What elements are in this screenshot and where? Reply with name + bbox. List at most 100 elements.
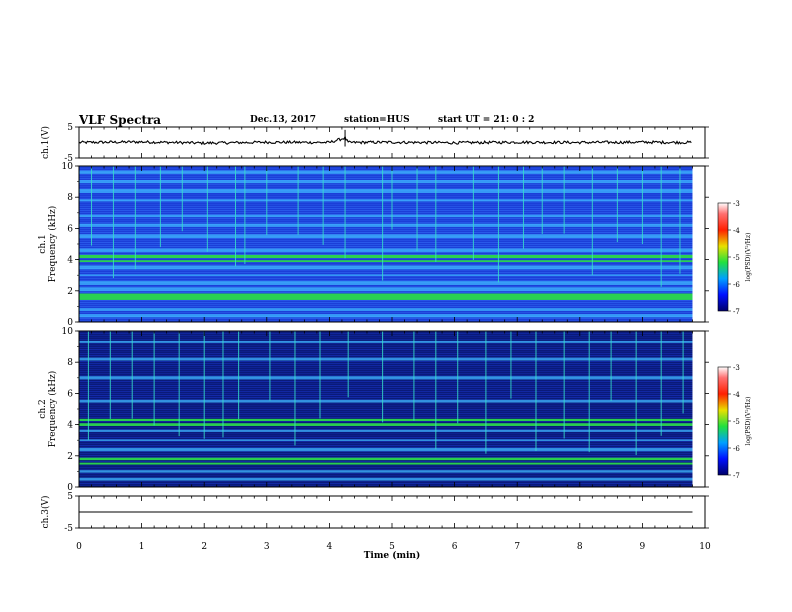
date-label: Dec.13, 2017 — [250, 115, 316, 125]
ch1-waveform-line — [78, 135, 692, 146]
spectrogram-row — [79, 258, 693, 259]
spectrogram-row — [79, 228, 693, 229]
spectrogram-row — [79, 393, 693, 394]
colorbar-tick-label: -5 — [733, 254, 740, 262]
spectrogram-row — [79, 292, 693, 293]
spectrogram-row — [79, 306, 693, 307]
spectrogram-row — [79, 176, 693, 177]
spectrogram-row — [79, 333, 693, 334]
spectrogram-row — [79, 304, 693, 305]
spectrogram-row — [79, 403, 693, 404]
x-tick-label: 10 — [699, 542, 711, 552]
y-tick-label: 4 — [67, 421, 73, 431]
spectrogram-row — [79, 409, 693, 410]
2-y-axis-label: Frequency (kHz) — [47, 206, 58, 283]
frequency-band — [79, 274, 693, 276]
4-y-axis-label: ch.3(V) — [40, 496, 51, 529]
spectrogram-row — [79, 389, 693, 390]
frequency-band — [79, 180, 693, 184]
station-label: station=HUS — [344, 115, 410, 125]
spectrogram-row — [79, 286, 693, 287]
station-prefix: station= — [344, 115, 387, 125]
spectrogram-row — [79, 411, 693, 412]
spectrogram-background — [79, 331, 693, 487]
spectrogram-row — [79, 184, 693, 185]
x-tick-label: 4 — [327, 542, 333, 552]
spectrogram-row — [79, 214, 693, 215]
spectrogram-row — [79, 220, 693, 221]
spectrogram-row — [79, 483, 693, 484]
spectrogram-row — [79, 320, 693, 321]
spectrogram-row — [79, 395, 693, 396]
spectrogram-row — [79, 369, 693, 370]
x-tick-label: 5 — [389, 542, 395, 552]
colorbar-tick-label: -6 — [733, 445, 740, 453]
spectrogram-row — [79, 461, 693, 462]
1-y-axis-label: ch.1(V) — [40, 126, 51, 159]
2-y-axis-label: ch.1 — [38, 234, 48, 253]
spectrogram-row — [79, 373, 693, 374]
spectrogram-row — [79, 397, 693, 398]
colorbar-1: -3 -4 -5 -6 -7 log(PSD)(V²/Hz) — [717, 200, 752, 316]
x-tick-label: 7 — [514, 542, 520, 552]
frequency-band — [79, 170, 693, 174]
spectrogram-row — [79, 244, 693, 245]
spectrogram-row — [79, 421, 693, 422]
spectrogram-row — [79, 278, 693, 279]
frequency-band — [79, 308, 693, 311]
frequency-band — [79, 418, 693, 421]
colorbar-tick-label: -7 — [733, 472, 740, 480]
frequency-band — [79, 429, 693, 432]
spectrogram-row — [79, 210, 693, 211]
colorbar-tick-label: -4 — [733, 391, 740, 399]
spectrogram-row — [79, 335, 693, 336]
start-prefix: start UT = — [438, 115, 491, 125]
colorbar-tick-label: -4 — [733, 227, 740, 235]
spectrogram-row — [79, 238, 693, 239]
y-tick-label: 0 — [67, 318, 73, 328]
frequency-band — [79, 281, 693, 285]
spectrogram-row — [79, 345, 693, 346]
spectrogram-row — [79, 465, 693, 466]
x-tick-label: 0 — [76, 542, 82, 552]
spectrogram-row — [79, 240, 693, 241]
frequency-band — [79, 260, 693, 263]
spectrogram-row — [79, 427, 693, 428]
spectrogram-row — [79, 451, 693, 452]
spectrogram-row — [79, 276, 693, 277]
spectrogram-row — [79, 413, 693, 414]
frequency-band — [79, 234, 693, 239]
spectrogram-row — [79, 433, 693, 434]
spectrogram-row — [79, 453, 693, 454]
spectrogram-row — [79, 361, 693, 362]
spectrogram-row — [79, 481, 693, 482]
spectrogram-row — [79, 455, 693, 456]
y-tick-label: 8 — [67, 358, 73, 368]
spectrogram-row — [79, 475, 693, 476]
spectrogram-row — [79, 264, 693, 265]
spectrogram-row — [79, 232, 693, 233]
colorbar-label: log(PSD)(V²/Hz) — [745, 233, 752, 282]
spectrogram-row — [79, 443, 693, 444]
spectrogram-row — [79, 178, 693, 179]
frequency-band — [79, 293, 693, 298]
spectrogram-row — [79, 349, 693, 350]
y-tick-label: 4 — [67, 256, 73, 266]
spectrogram-row — [79, 202, 693, 203]
spectrogram-row — [79, 467, 693, 468]
spectrogram-row — [79, 485, 693, 486]
y-tick-label: 2 — [67, 452, 73, 462]
frequency-band — [79, 376, 693, 380]
x-tick-label: 2 — [201, 542, 207, 552]
colorbar-tick-label: -3 — [733, 364, 740, 372]
colorbar-label: log(PSD)(V²/Hz) — [745, 397, 752, 446]
frequency-band — [79, 199, 693, 202]
colorbar-tick-label: -3 — [733, 200, 740, 208]
frequency-band — [79, 265, 693, 270]
frequency-band — [79, 314, 693, 318]
spectrogram-row — [79, 254, 693, 255]
x-tick-label: 1 — [139, 542, 145, 552]
figure-title: VLF Spectra — [79, 113, 162, 127]
spectrogram-row — [79, 357, 693, 358]
spectrogram-row — [79, 347, 693, 348]
